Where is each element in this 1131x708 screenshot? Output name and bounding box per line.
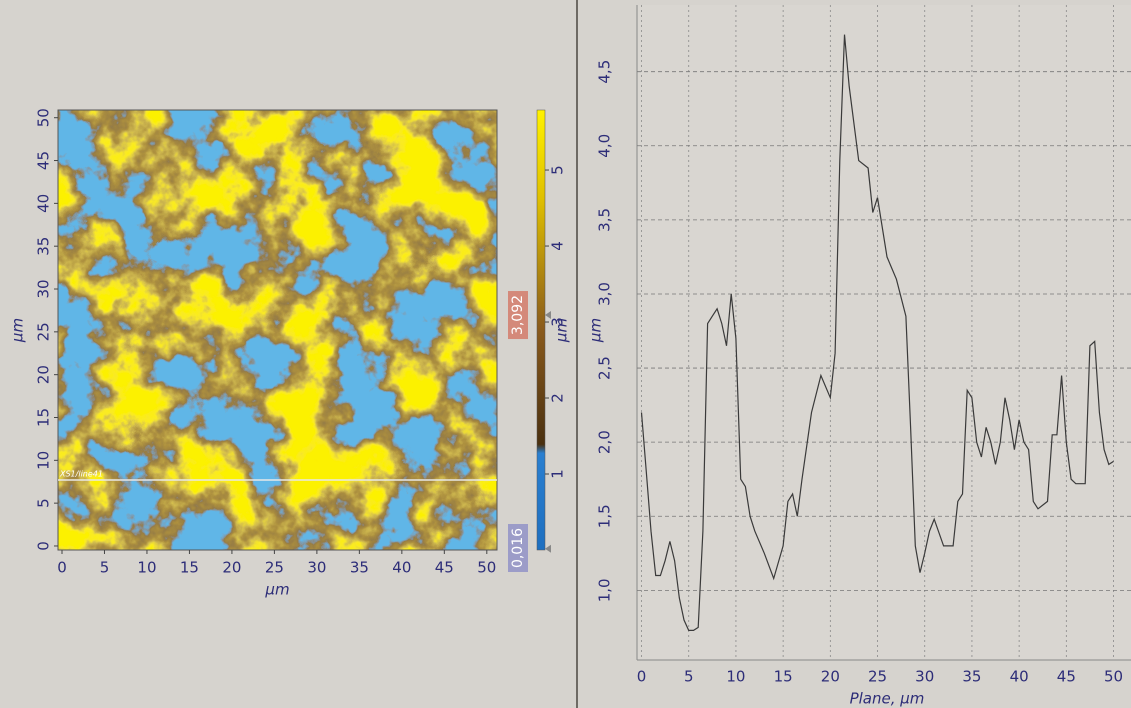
x-tick-label: 40: [1010, 668, 1029, 686]
colorbar-label: μm: [553, 318, 571, 343]
y-tick-label: 50: [35, 108, 53, 127]
y-tick-label: 4,0: [596, 134, 614, 158]
x-tick-label: 5: [100, 559, 110, 577]
y-axis-label: μm: [9, 318, 27, 343]
x-axis-label: μm: [264, 581, 289, 599]
colorbar-tick-label: 3: [549, 317, 567, 327]
colorbar-tick-label: 2: [549, 393, 567, 403]
x-tick-label: 25: [868, 668, 887, 686]
colorbar-marker-box: [508, 524, 528, 572]
x-tick-label: 10: [726, 668, 745, 686]
colorbar-marker-label: 0,016: [510, 528, 526, 568]
x-tick-label: 10: [137, 559, 156, 577]
profile-label: XS1/line41: [59, 470, 103, 479]
x-tick-label: 0: [57, 559, 67, 577]
x-tick-label: 50: [477, 559, 496, 577]
y-tick-label: 35: [35, 237, 53, 256]
y-tick-label: 45: [35, 151, 53, 170]
x-tick-label: 30: [915, 668, 934, 686]
x-tick-label: 5: [684, 668, 694, 686]
y-tick-label: 2,5: [596, 356, 614, 380]
y-tick-label: 40: [35, 194, 53, 213]
x-tick-label: 15: [180, 559, 199, 577]
y-tick-label: 0: [35, 541, 53, 551]
colorbar-tick-label: 4: [549, 241, 567, 251]
colorbar-marker-label: 3,092: [510, 295, 526, 335]
y-tick-label: 3,5: [596, 208, 614, 232]
y-tick-label: 4,5: [596, 60, 614, 84]
y-tick-label: 3,0: [596, 282, 614, 306]
y-tick-label: 30: [35, 279, 53, 298]
colorbar-marker-box: [508, 291, 528, 340]
y-axis-label: μm: [587, 318, 605, 343]
y-tick-label: 15: [35, 408, 53, 427]
afm-image: [58, 110, 497, 550]
y-tick-label: 1,5: [596, 504, 614, 528]
x-tick-label: 45: [435, 559, 454, 577]
profile-line: [640, 34, 1114, 631]
colorbar-marker-arrow: [545, 544, 551, 553]
x-tick-label: 50: [1104, 668, 1123, 686]
x-tick-label: 30: [307, 559, 326, 577]
x-tick-label: 40: [392, 559, 411, 577]
x-tick-label: 35: [962, 668, 981, 686]
x-tick-label: 35: [350, 559, 369, 577]
colorbar-tick-label: 1: [549, 469, 567, 479]
x-tick-label: 15: [774, 668, 793, 686]
colorbar: [536, 109, 546, 551]
afm-texture: [58, 110, 497, 550]
plot-area: [637, 5, 1131, 660]
y-tick-label: 25: [35, 322, 53, 341]
y-tick-label: 1,0: [596, 578, 614, 602]
y-tick-label: 20: [35, 365, 53, 384]
x-tick-label: 20: [821, 668, 840, 686]
image-frame: [57, 109, 498, 551]
x-axis-label: Plane, μm: [850, 690, 925, 708]
x-tick-label: 0: [637, 668, 647, 686]
y-tick-label: 2,0: [596, 430, 614, 454]
x-tick-label: 25: [265, 559, 284, 577]
y-tick-label: 10: [35, 451, 53, 470]
x-tick-label: 45: [1057, 668, 1076, 686]
x-tick-label: 20: [222, 559, 241, 577]
colorbar-tick-label: 5: [549, 165, 567, 175]
colorbar-marker-arrow: [545, 311, 551, 320]
y-tick-label: 5: [35, 498, 53, 508]
